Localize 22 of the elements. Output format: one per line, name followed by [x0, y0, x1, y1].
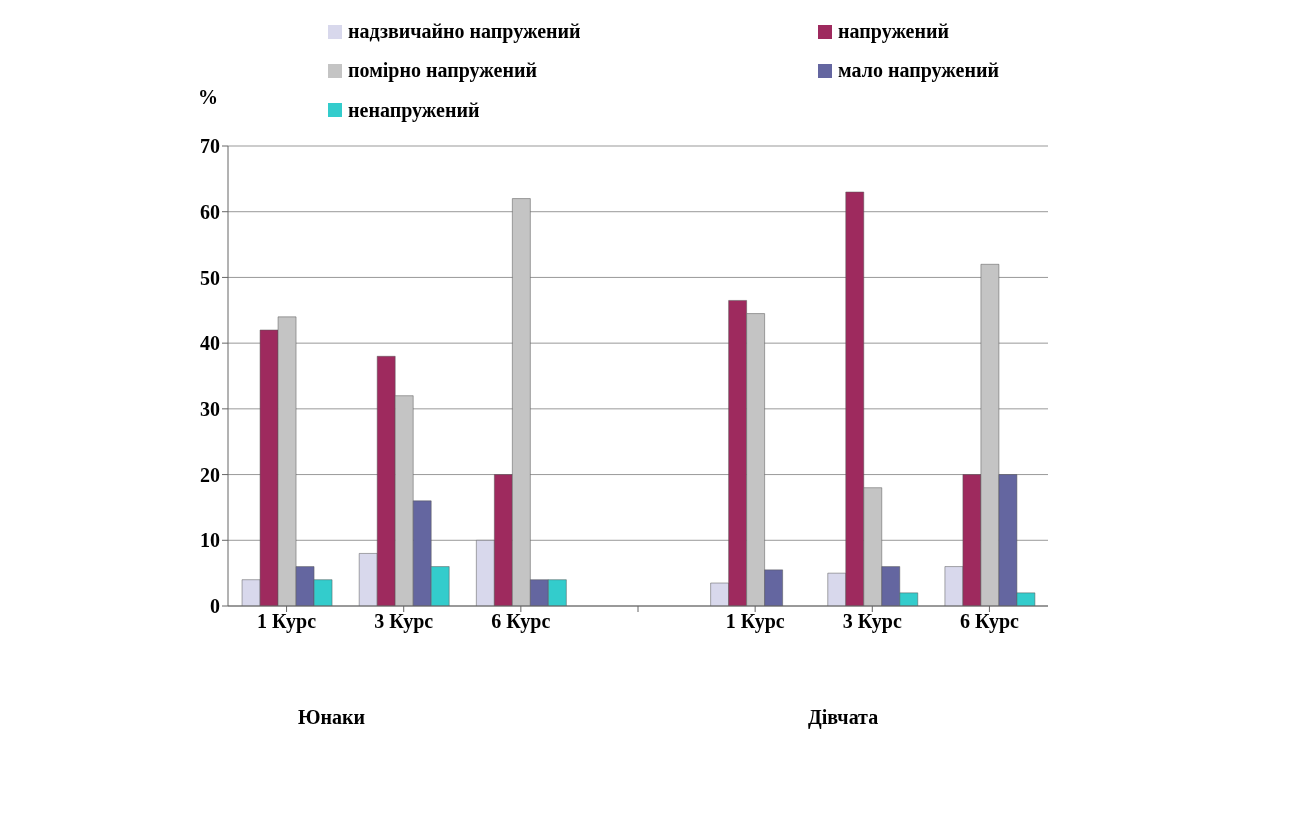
x-tick-label: 3 Курс [842, 610, 902, 634]
y-tick-label: 50 [200, 266, 220, 289]
y-tick-label: 20 [200, 463, 220, 486]
y-tick-label: 30 [200, 397, 220, 420]
y-tick-label: 60 [200, 200, 220, 223]
y-tick-label: 0 [210, 595, 220, 618]
legend-label: ненапружений [347, 97, 481, 124]
y-tick-label: 10 [200, 529, 220, 552]
text: Юнаки [298, 706, 366, 729]
legend-label: помірно напружений [347, 58, 539, 84]
y-tick-label: 70 [200, 135, 220, 158]
x-tick-label: 3 Курс [374, 610, 434, 634]
x-tick-label: 6 Курс [959, 610, 1020, 634]
x-tick-label: 6 Курс [491, 610, 551, 634]
y-axis-title: % [198, 86, 218, 109]
legend-label: мало напружений [837, 58, 1000, 84]
text: Дівчата [808, 706, 879, 729]
x-tick-label: 1 Курс [257, 610, 317, 634]
y-tick-label: 40 [200, 332, 220, 355]
legend-label: напружений [837, 19, 951, 45]
legend-label: надзвичайно напружений [347, 19, 582, 45]
x-tick-label: 1 Курс [725, 610, 785, 634]
